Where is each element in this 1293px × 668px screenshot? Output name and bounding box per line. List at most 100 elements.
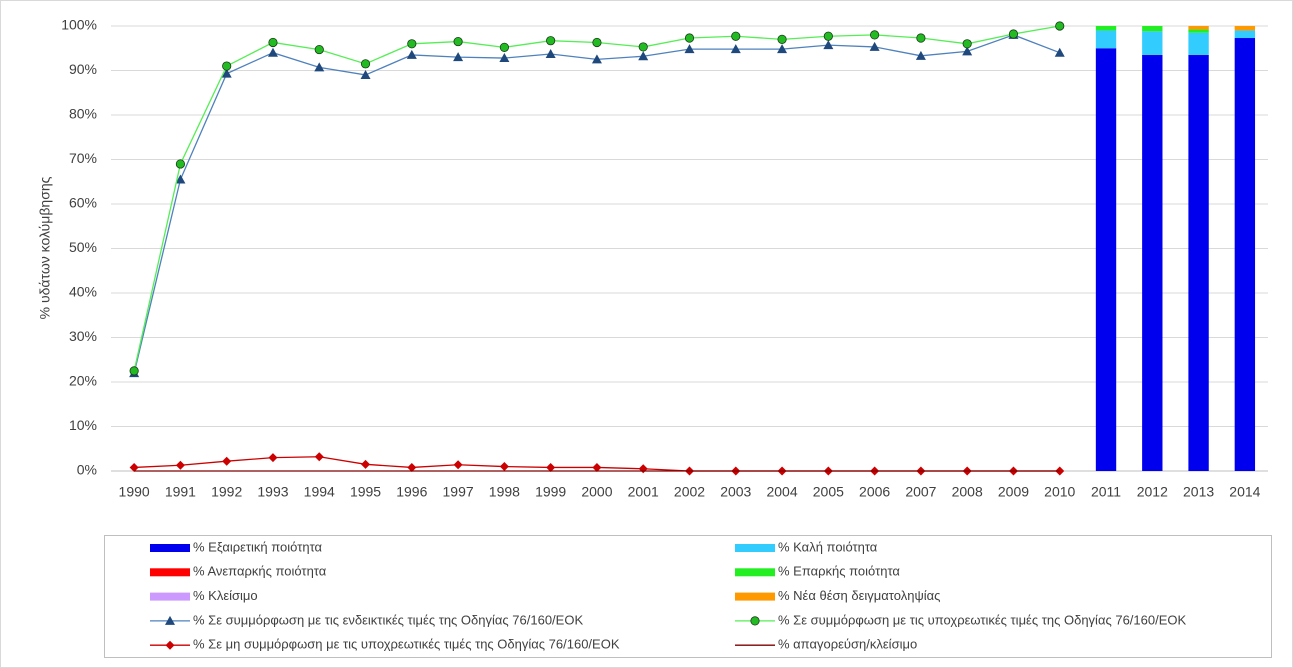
x-tick-label: 2002 (674, 484, 705, 500)
y-tick-label: 40% (69, 284, 97, 300)
legend-box (104, 535, 1272, 658)
y-axis-label: % υδάτων κολύμβησης (37, 176, 53, 319)
legend-label: % απαγορεύση/κλείσιμο (778, 637, 917, 652)
x-tick-label: 2014 (1229, 484, 1260, 500)
marker (870, 30, 880, 40)
y-tick-label: 60% (69, 195, 97, 211)
y-tick-label: 50% (69, 239, 97, 255)
bar-segment (1188, 29, 1209, 33)
marker (591, 54, 602, 64)
legend-label: % Καλή ποιότητα (778, 539, 878, 554)
marker (962, 46, 973, 56)
y-tick-label: 30% (69, 328, 97, 344)
x-tick-label: 1994 (304, 484, 335, 500)
x-tick-label: 2004 (766, 484, 797, 500)
legend-label: % Εξαιρετική ποιότητα (193, 539, 323, 554)
y-tick-label: 20% (69, 373, 97, 389)
x-tick-label: 2001 (628, 484, 659, 500)
x-tick-label: 1999 (535, 484, 566, 500)
bar-segment (1188, 54, 1209, 472)
x-tick-label: 2013 (1183, 484, 1214, 500)
x-tick-label: 2010 (1044, 484, 1075, 500)
marker (453, 36, 463, 47)
x-tick-label: 1993 (257, 484, 288, 500)
x-tick-label: 2011 (1091, 484, 1121, 500)
legend-label: % Σε μη συμμόρφωση με τις υποχρεωτικές τ… (193, 637, 620, 652)
x-tick-label: 1995 (350, 484, 381, 500)
x-tick-label: 1997 (443, 484, 474, 500)
legend-label: % Νέα θέση δειγματοληψίας (778, 588, 940, 603)
marker (129, 462, 139, 472)
x-tick-label: 2008 (952, 484, 983, 500)
y-tick-label: 10% (69, 417, 97, 433)
marker (407, 39, 417, 49)
marker (129, 366, 139, 376)
marker (750, 616, 760, 626)
x-tick-label: 1990 (119, 484, 150, 500)
legend-swatch (150, 544, 190, 552)
legend-swatch (735, 592, 775, 601)
legend-label: % Επαρκής ποιότητα (778, 564, 900, 579)
marker (165, 640, 175, 650)
marker (777, 44, 788, 54)
x-tick-label: 2000 (581, 484, 612, 500)
bar-segment (1234, 30, 1256, 39)
marker (638, 51, 649, 61)
marker (823, 40, 834, 50)
marker (1054, 47, 1065, 57)
legend-swatch (735, 544, 775, 552)
marker (268, 37, 278, 48)
legend-swatch (735, 568, 775, 577)
x-tick-label: 2005 (813, 484, 844, 500)
marker (360, 59, 371, 69)
y-tick-label: 70% (69, 150, 97, 166)
bar-segment (1234, 38, 1256, 471)
legend-label: % Κλείσιμο (193, 588, 258, 603)
marker (546, 36, 556, 46)
bar-segment (1188, 26, 1209, 30)
bar-segment (1142, 31, 1163, 55)
marker (499, 462, 509, 472)
marker (453, 52, 464, 62)
bar-segment (1188, 32, 1209, 55)
marker (453, 460, 463, 470)
marker (684, 44, 695, 54)
marker (545, 49, 556, 59)
legend-label: % Σε συμμόρφωση με τις ενδεικτικές τιμές… (193, 612, 583, 627)
x-tick-label: 1992 (211, 484, 242, 500)
legend-swatch (150, 592, 190, 601)
marker (731, 31, 741, 41)
marker (638, 42, 648, 52)
marker (962, 39, 972, 49)
x-tick-label: 1996 (396, 484, 427, 500)
x-tick-label: 2009 (998, 484, 1029, 500)
marker (165, 615, 175, 625)
marker (592, 462, 602, 472)
bar-segment (1142, 26, 1163, 32)
y-tick-label: 90% (69, 61, 97, 77)
marker (684, 33, 695, 43)
x-tick-label: 2003 (720, 484, 751, 500)
bar-segment (1234, 26, 1256, 31)
marker (175, 159, 186, 169)
marker (175, 174, 186, 184)
marker (222, 61, 232, 71)
x-tick-label: 1998 (489, 484, 520, 500)
marker (267, 47, 278, 57)
marker (915, 50, 926, 60)
y-tick-label: 100% (61, 17, 97, 33)
marker (499, 42, 509, 52)
marker (916, 33, 926, 43)
marker (777, 34, 787, 44)
bar-segment (1142, 54, 1163, 472)
marker (314, 452, 324, 462)
marker (268, 453, 278, 463)
marker (499, 53, 510, 63)
marker (592, 37, 602, 48)
legend-swatch (150, 568, 190, 577)
marker (823, 31, 833, 41)
bar-segment (1095, 30, 1117, 49)
x-tick-label: 1991 (165, 484, 196, 500)
